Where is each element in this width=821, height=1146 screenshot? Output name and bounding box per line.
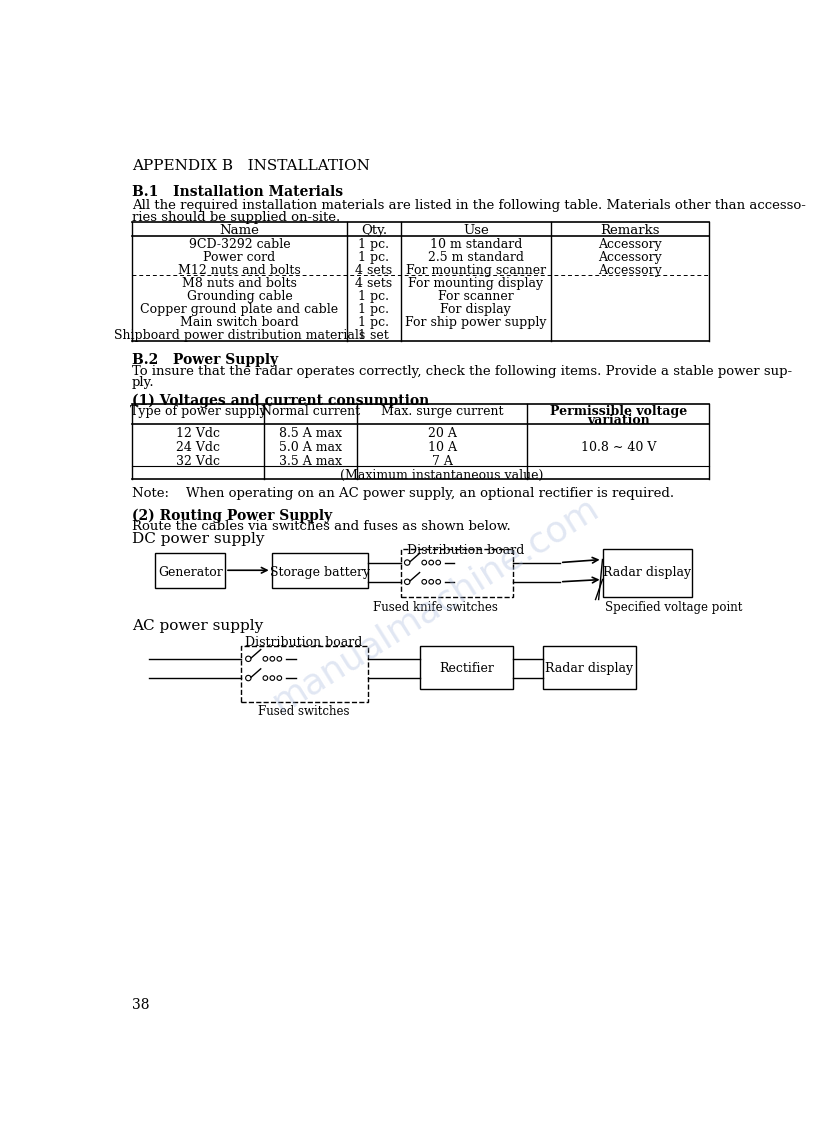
Text: 1 pc.: 1 pc.: [359, 316, 389, 329]
Text: (1) Voltages and current consumption: (1) Voltages and current consumption: [132, 393, 429, 408]
Text: Rectifier: Rectifier: [439, 662, 494, 675]
Text: For ship power supply: For ship power supply: [405, 316, 547, 329]
Text: Specified voltage point: Specified voltage point: [605, 601, 742, 614]
Text: manualmachine.com: manualmachine.com: [267, 490, 605, 720]
Text: Grounding cable: Grounding cable: [186, 290, 292, 303]
Text: 1 pc.: 1 pc.: [359, 290, 389, 303]
Text: Accessory: Accessory: [599, 264, 662, 277]
Bar: [603, 549, 691, 597]
Text: Route the cables via switches and fuses as shown below.: Route the cables via switches and fuses …: [132, 520, 511, 533]
Text: 2.5 m standard: 2.5 m standard: [428, 251, 524, 264]
Bar: [420, 646, 513, 689]
Text: 12 Vdc: 12 Vdc: [176, 427, 220, 440]
Text: Fused knife switches: Fused knife switches: [374, 601, 498, 614]
Text: 3.5 A max: 3.5 A max: [279, 455, 342, 468]
Text: 5.0 A max: 5.0 A max: [279, 441, 342, 454]
Text: (2) Routing Power Supply: (2) Routing Power Supply: [132, 509, 333, 523]
Text: Max. surge current: Max. surge current: [381, 406, 503, 418]
Text: Qty.: Qty.: [360, 223, 387, 237]
Text: Distribution board: Distribution board: [406, 544, 524, 557]
Text: For mounting display: For mounting display: [408, 277, 544, 290]
Text: ries should be supplied on-site.: ries should be supplied on-site.: [132, 211, 341, 223]
Text: Radar display: Radar display: [545, 662, 633, 675]
Text: 38: 38: [132, 998, 149, 1012]
Text: For scanner: For scanner: [438, 290, 514, 303]
Text: Storage battery: Storage battery: [269, 566, 369, 579]
Bar: [155, 554, 225, 588]
Text: M12 nuts and bolts: M12 nuts and bolts: [178, 264, 300, 277]
Text: 4 sets: 4 sets: [355, 277, 392, 290]
Text: Remarks: Remarks: [600, 223, 660, 237]
Text: 8.5 A max: 8.5 A max: [279, 427, 342, 440]
Text: B.1   Installation Materials: B.1 Installation Materials: [132, 186, 343, 199]
Bar: [543, 646, 635, 689]
Text: DC power supply: DC power supply: [132, 532, 264, 545]
Text: M8 nuts and bolts: M8 nuts and bolts: [182, 277, 297, 290]
Text: 4 sets: 4 sets: [355, 264, 392, 277]
Bar: [272, 554, 369, 588]
Text: Accessory: Accessory: [599, 251, 662, 264]
Text: (Maximum instantaneous value): (Maximum instantaneous value): [341, 469, 544, 481]
Text: Copper ground plate and cable: Copper ground plate and cable: [140, 303, 338, 316]
Text: 10.8 ∼ 40 V: 10.8 ∼ 40 V: [580, 441, 656, 454]
Text: Radar display: Radar display: [603, 566, 690, 579]
Text: 7 A: 7 A: [432, 455, 452, 468]
Text: AC power supply: AC power supply: [132, 619, 264, 633]
Text: For display: For display: [440, 303, 511, 316]
Text: 1 pc.: 1 pc.: [359, 251, 389, 264]
Text: APPENDIX B   INSTALLATION: APPENDIX B INSTALLATION: [132, 159, 370, 173]
Text: Accessory: Accessory: [599, 237, 662, 251]
Text: Shipboard power distribution materials: Shipboard power distribution materials: [114, 329, 365, 343]
Text: Fused switches: Fused switches: [259, 705, 350, 719]
Text: 24 Vdc: 24 Vdc: [176, 441, 220, 454]
Text: ply.: ply.: [132, 376, 154, 390]
Text: Permissible voltage: Permissible voltage: [550, 406, 687, 418]
Text: 1 pc.: 1 pc.: [359, 237, 389, 251]
Text: 9CD-3292 cable: 9CD-3292 cable: [189, 237, 291, 251]
Text: Power cord: Power cord: [204, 251, 276, 264]
Bar: [241, 646, 369, 702]
Text: Type of power supply: Type of power supply: [130, 406, 266, 418]
Text: To insure that the radar operates correctly, check the following items. Provide : To insure that the radar operates correc…: [132, 366, 792, 378]
Text: Distribution board: Distribution board: [245, 636, 363, 649]
Text: Note:    When operating on an AC power supply, an optional rectifier is required: Note: When operating on an AC power supp…: [132, 487, 674, 500]
Text: 1 set: 1 set: [359, 329, 389, 343]
Text: Use: Use: [463, 223, 488, 237]
Text: 10 m standard: 10 m standard: [429, 237, 522, 251]
Text: 1 pc.: 1 pc.: [359, 303, 389, 316]
Text: Normal current: Normal current: [261, 406, 360, 418]
Text: variation: variation: [587, 414, 649, 427]
Bar: [401, 549, 513, 597]
Text: Generator: Generator: [158, 566, 222, 579]
Text: 32 Vdc: 32 Vdc: [176, 455, 220, 468]
Text: B.2   Power Supply: B.2 Power Supply: [132, 353, 278, 367]
Text: For mounting scanner: For mounting scanner: [406, 264, 546, 277]
Text: Main switch board: Main switch board: [180, 316, 299, 329]
Text: Name: Name: [219, 223, 259, 237]
Text: 20 A: 20 A: [428, 427, 456, 440]
Text: 10 A: 10 A: [428, 441, 456, 454]
Text: All the required installation materials are listed in the following table. Mater: All the required installation materials …: [132, 199, 806, 212]
